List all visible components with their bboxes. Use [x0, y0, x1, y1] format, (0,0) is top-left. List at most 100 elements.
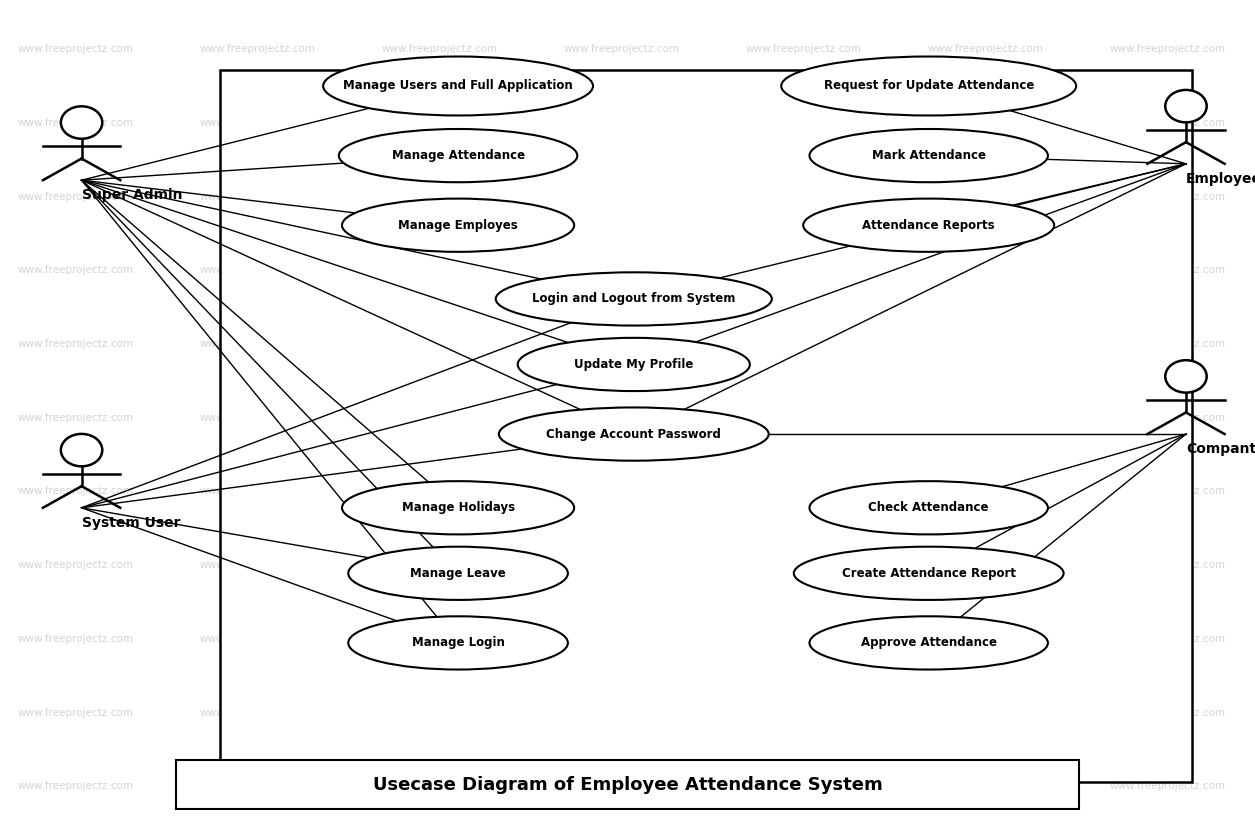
- Text: www.freeprojectz.com: www.freeprojectz.com: [927, 339, 1043, 349]
- Text: www.freeprojectz.com: www.freeprojectz.com: [927, 708, 1043, 717]
- Text: www.freeprojectz.com: www.freeprojectz.com: [200, 44, 315, 54]
- Text: www.freeprojectz.com: www.freeprojectz.com: [382, 708, 497, 717]
- Text: www.freeprojectz.com: www.freeprojectz.com: [18, 781, 133, 791]
- Ellipse shape: [61, 434, 103, 466]
- Text: Manage Employes: Manage Employes: [398, 219, 518, 232]
- Text: www.freeprojectz.com: www.freeprojectz.com: [200, 265, 315, 275]
- Text: www.freeprojectz.com: www.freeprojectz.com: [563, 708, 679, 717]
- Text: www.freeprojectz.com: www.freeprojectz.com: [1109, 44, 1225, 54]
- Text: Approve Attendance: Approve Attendance: [861, 636, 996, 649]
- Text: www.freeprojectz.com: www.freeprojectz.com: [563, 486, 679, 496]
- Text: www.freeprojectz.com: www.freeprojectz.com: [563, 781, 679, 791]
- Text: www.freeprojectz.com: www.freeprojectz.com: [927, 192, 1043, 201]
- Text: www.freeprojectz.com: www.freeprojectz.com: [927, 781, 1043, 791]
- Text: www.freeprojectz.com: www.freeprojectz.com: [18, 708, 133, 717]
- Text: www.freeprojectz.com: www.freeprojectz.com: [563, 118, 679, 128]
- Text: www.freeprojectz.com: www.freeprojectz.com: [18, 634, 133, 644]
- Text: www.freeprojectz.com: www.freeprojectz.com: [927, 44, 1043, 54]
- Text: www.freeprojectz.com: www.freeprojectz.com: [200, 708, 315, 717]
- Text: www.freeprojectz.com: www.freeprojectz.com: [927, 265, 1043, 275]
- Text: www.freeprojectz.com: www.freeprojectz.com: [382, 413, 497, 423]
- Text: Manage Users and Full Application: Manage Users and Full Application: [343, 79, 574, 93]
- Text: www.freeprojectz.com: www.freeprojectz.com: [927, 118, 1043, 128]
- Ellipse shape: [803, 199, 1054, 252]
- Text: www.freeprojectz.com: www.freeprojectz.com: [563, 560, 679, 570]
- Text: www.freeprojectz.com: www.freeprojectz.com: [18, 339, 133, 349]
- Text: www.freeprojectz.com: www.freeprojectz.com: [745, 265, 861, 275]
- Text: www.freeprojectz.com: www.freeprojectz.com: [382, 339, 497, 349]
- Text: www.freeprojectz.com: www.freeprojectz.com: [200, 560, 315, 570]
- Text: www.freeprojectz.com: www.freeprojectz.com: [200, 486, 315, 496]
- Ellipse shape: [324, 57, 592, 115]
- Text: www.freeprojectz.com: www.freeprojectz.com: [200, 634, 315, 644]
- Text: Check Attendance: Check Attendance: [868, 501, 989, 514]
- Text: Employee: Employee: [1186, 172, 1255, 186]
- Ellipse shape: [794, 547, 1064, 600]
- Text: Mark Attendance: Mark Attendance: [872, 149, 985, 162]
- Text: www.freeprojectz.com: www.freeprojectz.com: [745, 708, 861, 717]
- Ellipse shape: [339, 129, 577, 182]
- Text: www.freeprojectz.com: www.freeprojectz.com: [1109, 708, 1225, 717]
- Text: www.freeprojectz.com: www.freeprojectz.com: [745, 118, 861, 128]
- Text: www.freeprojectz.com: www.freeprojectz.com: [382, 781, 497, 791]
- Text: www.freeprojectz.com: www.freeprojectz.com: [18, 192, 133, 201]
- Text: www.freeprojectz.com: www.freeprojectz.com: [745, 486, 861, 496]
- Text: www.freeprojectz.com: www.freeprojectz.com: [927, 634, 1043, 644]
- Ellipse shape: [1165, 360, 1206, 392]
- Text: www.freeprojectz.com: www.freeprojectz.com: [200, 413, 315, 423]
- Text: www.freeprojectz.com: www.freeprojectz.com: [745, 339, 861, 349]
- Ellipse shape: [349, 616, 569, 670]
- Text: www.freeprojectz.com: www.freeprojectz.com: [382, 44, 497, 54]
- Ellipse shape: [1165, 90, 1206, 122]
- Text: www.freeprojectz.com: www.freeprojectz.com: [745, 634, 861, 644]
- Text: www.freeprojectz.com: www.freeprojectz.com: [200, 339, 315, 349]
- Text: www.freeprojectz.com: www.freeprojectz.com: [382, 118, 497, 128]
- Text: www.freeprojectz.com: www.freeprojectz.com: [745, 192, 861, 201]
- Text: Manage Holidays: Manage Holidays: [402, 501, 515, 514]
- Text: www.freeprojectz.com: www.freeprojectz.com: [1109, 634, 1225, 644]
- Ellipse shape: [518, 337, 750, 391]
- Text: Create Attendance Report: Create Attendance Report: [842, 567, 1015, 580]
- Text: www.freeprojectz.com: www.freeprojectz.com: [1109, 265, 1225, 275]
- Text: www.freeprojectz.com: www.freeprojectz.com: [1109, 781, 1225, 791]
- Text: www.freeprojectz.com: www.freeprojectz.com: [382, 634, 497, 644]
- Text: Manage Attendance: Manage Attendance: [392, 149, 525, 162]
- Text: www.freeprojectz.com: www.freeprojectz.com: [1109, 560, 1225, 570]
- Text: www.freeprojectz.com: www.freeprojectz.com: [382, 486, 497, 496]
- Text: www.freeprojectz.com: www.freeprojectz.com: [563, 413, 679, 423]
- Text: www.freeprojectz.com: www.freeprojectz.com: [927, 413, 1043, 423]
- Text: www.freeprojectz.com: www.freeprojectz.com: [563, 265, 679, 275]
- Text: www.freeprojectz.com: www.freeprojectz.com: [1109, 118, 1225, 128]
- Text: Request for Update Attendance: Request for Update Attendance: [823, 79, 1034, 93]
- Text: www.freeprojectz.com: www.freeprojectz.com: [563, 44, 679, 54]
- Text: www.freeprojectz.com: www.freeprojectz.com: [1109, 486, 1225, 496]
- Text: www.freeprojectz.com: www.freeprojectz.com: [927, 560, 1043, 570]
- Text: Login and Logout from System: Login and Logout from System: [532, 292, 735, 305]
- Text: www.freeprojectz.com: www.freeprojectz.com: [1109, 192, 1225, 201]
- Bar: [220, 70, 1192, 782]
- Text: Compant: Compant: [1186, 442, 1255, 456]
- Text: Usecase Diagram of Employee Attendance System: Usecase Diagram of Employee Attendance S…: [373, 776, 882, 794]
- Text: www.freeprojectz.com: www.freeprojectz.com: [200, 118, 315, 128]
- Ellipse shape: [809, 616, 1048, 670]
- Ellipse shape: [809, 481, 1048, 534]
- Text: www.freeprojectz.com: www.freeprojectz.com: [382, 560, 497, 570]
- Text: www.freeprojectz.com: www.freeprojectz.com: [563, 634, 679, 644]
- Text: Manage Login: Manage Login: [412, 636, 505, 649]
- Ellipse shape: [349, 547, 569, 600]
- Text: www.freeprojectz.com: www.freeprojectz.com: [745, 413, 861, 423]
- Text: www.freeprojectz.com: www.freeprojectz.com: [745, 560, 861, 570]
- Ellipse shape: [61, 106, 103, 138]
- Ellipse shape: [809, 129, 1048, 182]
- Text: Update My Profile: Update My Profile: [574, 358, 694, 371]
- Text: www.freeprojectz.com: www.freeprojectz.com: [927, 486, 1043, 496]
- Ellipse shape: [781, 57, 1077, 115]
- Text: Super Admin: Super Admin: [82, 188, 182, 202]
- Text: www.freeprojectz.com: www.freeprojectz.com: [1109, 339, 1225, 349]
- Text: www.freeprojectz.com: www.freeprojectz.com: [18, 44, 133, 54]
- Ellipse shape: [496, 272, 772, 325]
- Text: www.freeprojectz.com: www.freeprojectz.com: [563, 192, 679, 201]
- Bar: [176, 760, 1079, 809]
- Text: www.freeprojectz.com: www.freeprojectz.com: [200, 192, 315, 201]
- Text: Attendance Reports: Attendance Reports: [862, 219, 995, 232]
